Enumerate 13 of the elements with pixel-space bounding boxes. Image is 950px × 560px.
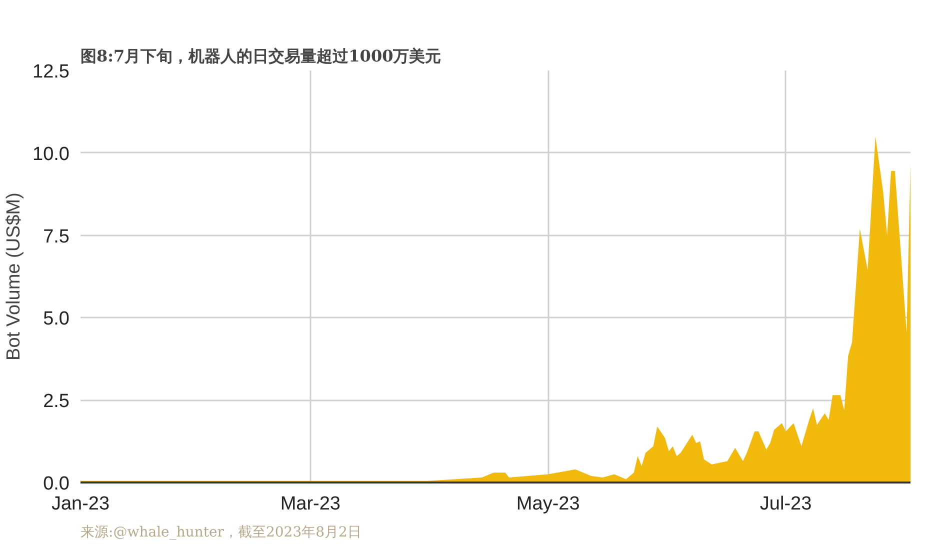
y-tick-label: 2.5 xyxy=(43,391,70,412)
x-tick-label: May-23 xyxy=(516,494,580,514)
source-note: 来源:@whale_hunter，截至2023年8月2日 xyxy=(80,524,362,540)
x-tick-label: Mar-23 xyxy=(280,494,341,514)
y-tick-label: 5.0 xyxy=(43,308,70,330)
y-tick-label: 10.0 xyxy=(32,144,70,165)
x-tick-label: Jul-23 xyxy=(760,494,812,514)
chart-title: 图8:7月下旬，机器人的日交易量超过1000万美元 xyxy=(80,46,442,66)
y-tick-label: 7.5 xyxy=(43,226,70,248)
y-axis-title: Bot Volume (US$M) xyxy=(4,192,25,360)
x-tick-label: Jan-23 xyxy=(51,494,110,514)
y-tick-label: 0.0 xyxy=(43,474,70,494)
y-tick-label: 12.5 xyxy=(32,62,70,82)
